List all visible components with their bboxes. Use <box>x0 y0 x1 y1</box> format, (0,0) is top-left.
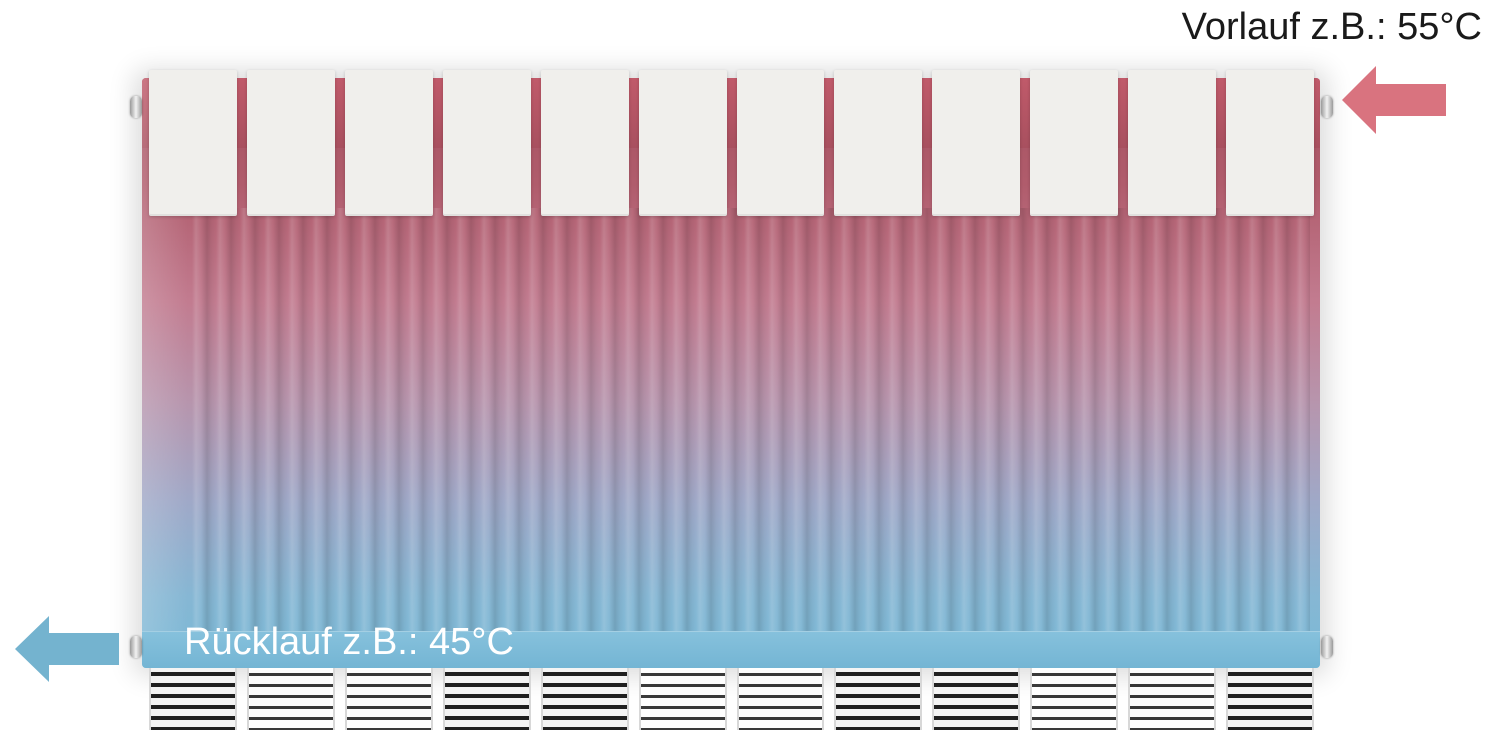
top-rail <box>142 78 1320 148</box>
bottom-rail <box>142 631 1320 668</box>
convector-grille <box>149 668 237 730</box>
top-cover <box>246 70 335 216</box>
top-cover <box>932 70 1021 216</box>
top-cover <box>1226 70 1315 216</box>
top-cover <box>1128 70 1217 216</box>
top-cover <box>149 70 237 216</box>
return-arrow-icon <box>15 616 119 682</box>
convector-grille <box>1030 668 1119 730</box>
convector-grille <box>344 668 433 730</box>
convector-grille <box>1128 668 1217 730</box>
convector-grille <box>736 668 825 730</box>
top-cover <box>736 70 825 216</box>
convector-grille <box>1226 668 1315 730</box>
top-cover <box>442 70 531 216</box>
convector-grille <box>834 668 923 730</box>
panel-fins <box>192 208 1310 632</box>
convector-grille <box>540 668 629 730</box>
top-cover <box>1030 70 1119 216</box>
return-temperature-label: Rücklauf z.B.: 45°C <box>184 621 514 663</box>
plug-top-left <box>130 96 142 118</box>
convector-grille <box>932 668 1021 730</box>
supply-arrow-icon <box>1342 66 1446 134</box>
convector-grille <box>246 668 335 730</box>
plug-bottom-left <box>130 636 142 658</box>
top-cover <box>344 70 433 216</box>
temperature-gradient-panel <box>142 78 1320 668</box>
convector-grille <box>638 668 727 730</box>
bottom-grille-row <box>149 668 1315 730</box>
top-cover-row <box>149 70 1315 216</box>
plug-bottom-right <box>1321 636 1333 658</box>
top-cover <box>834 70 923 216</box>
plug-top-right <box>1321 96 1333 118</box>
top-cover <box>540 70 629 216</box>
supply-temperature-label: Vorlauf z.B.: 55°C <box>1181 6 1482 48</box>
convector-grille <box>442 668 531 730</box>
top-cover <box>638 70 727 216</box>
